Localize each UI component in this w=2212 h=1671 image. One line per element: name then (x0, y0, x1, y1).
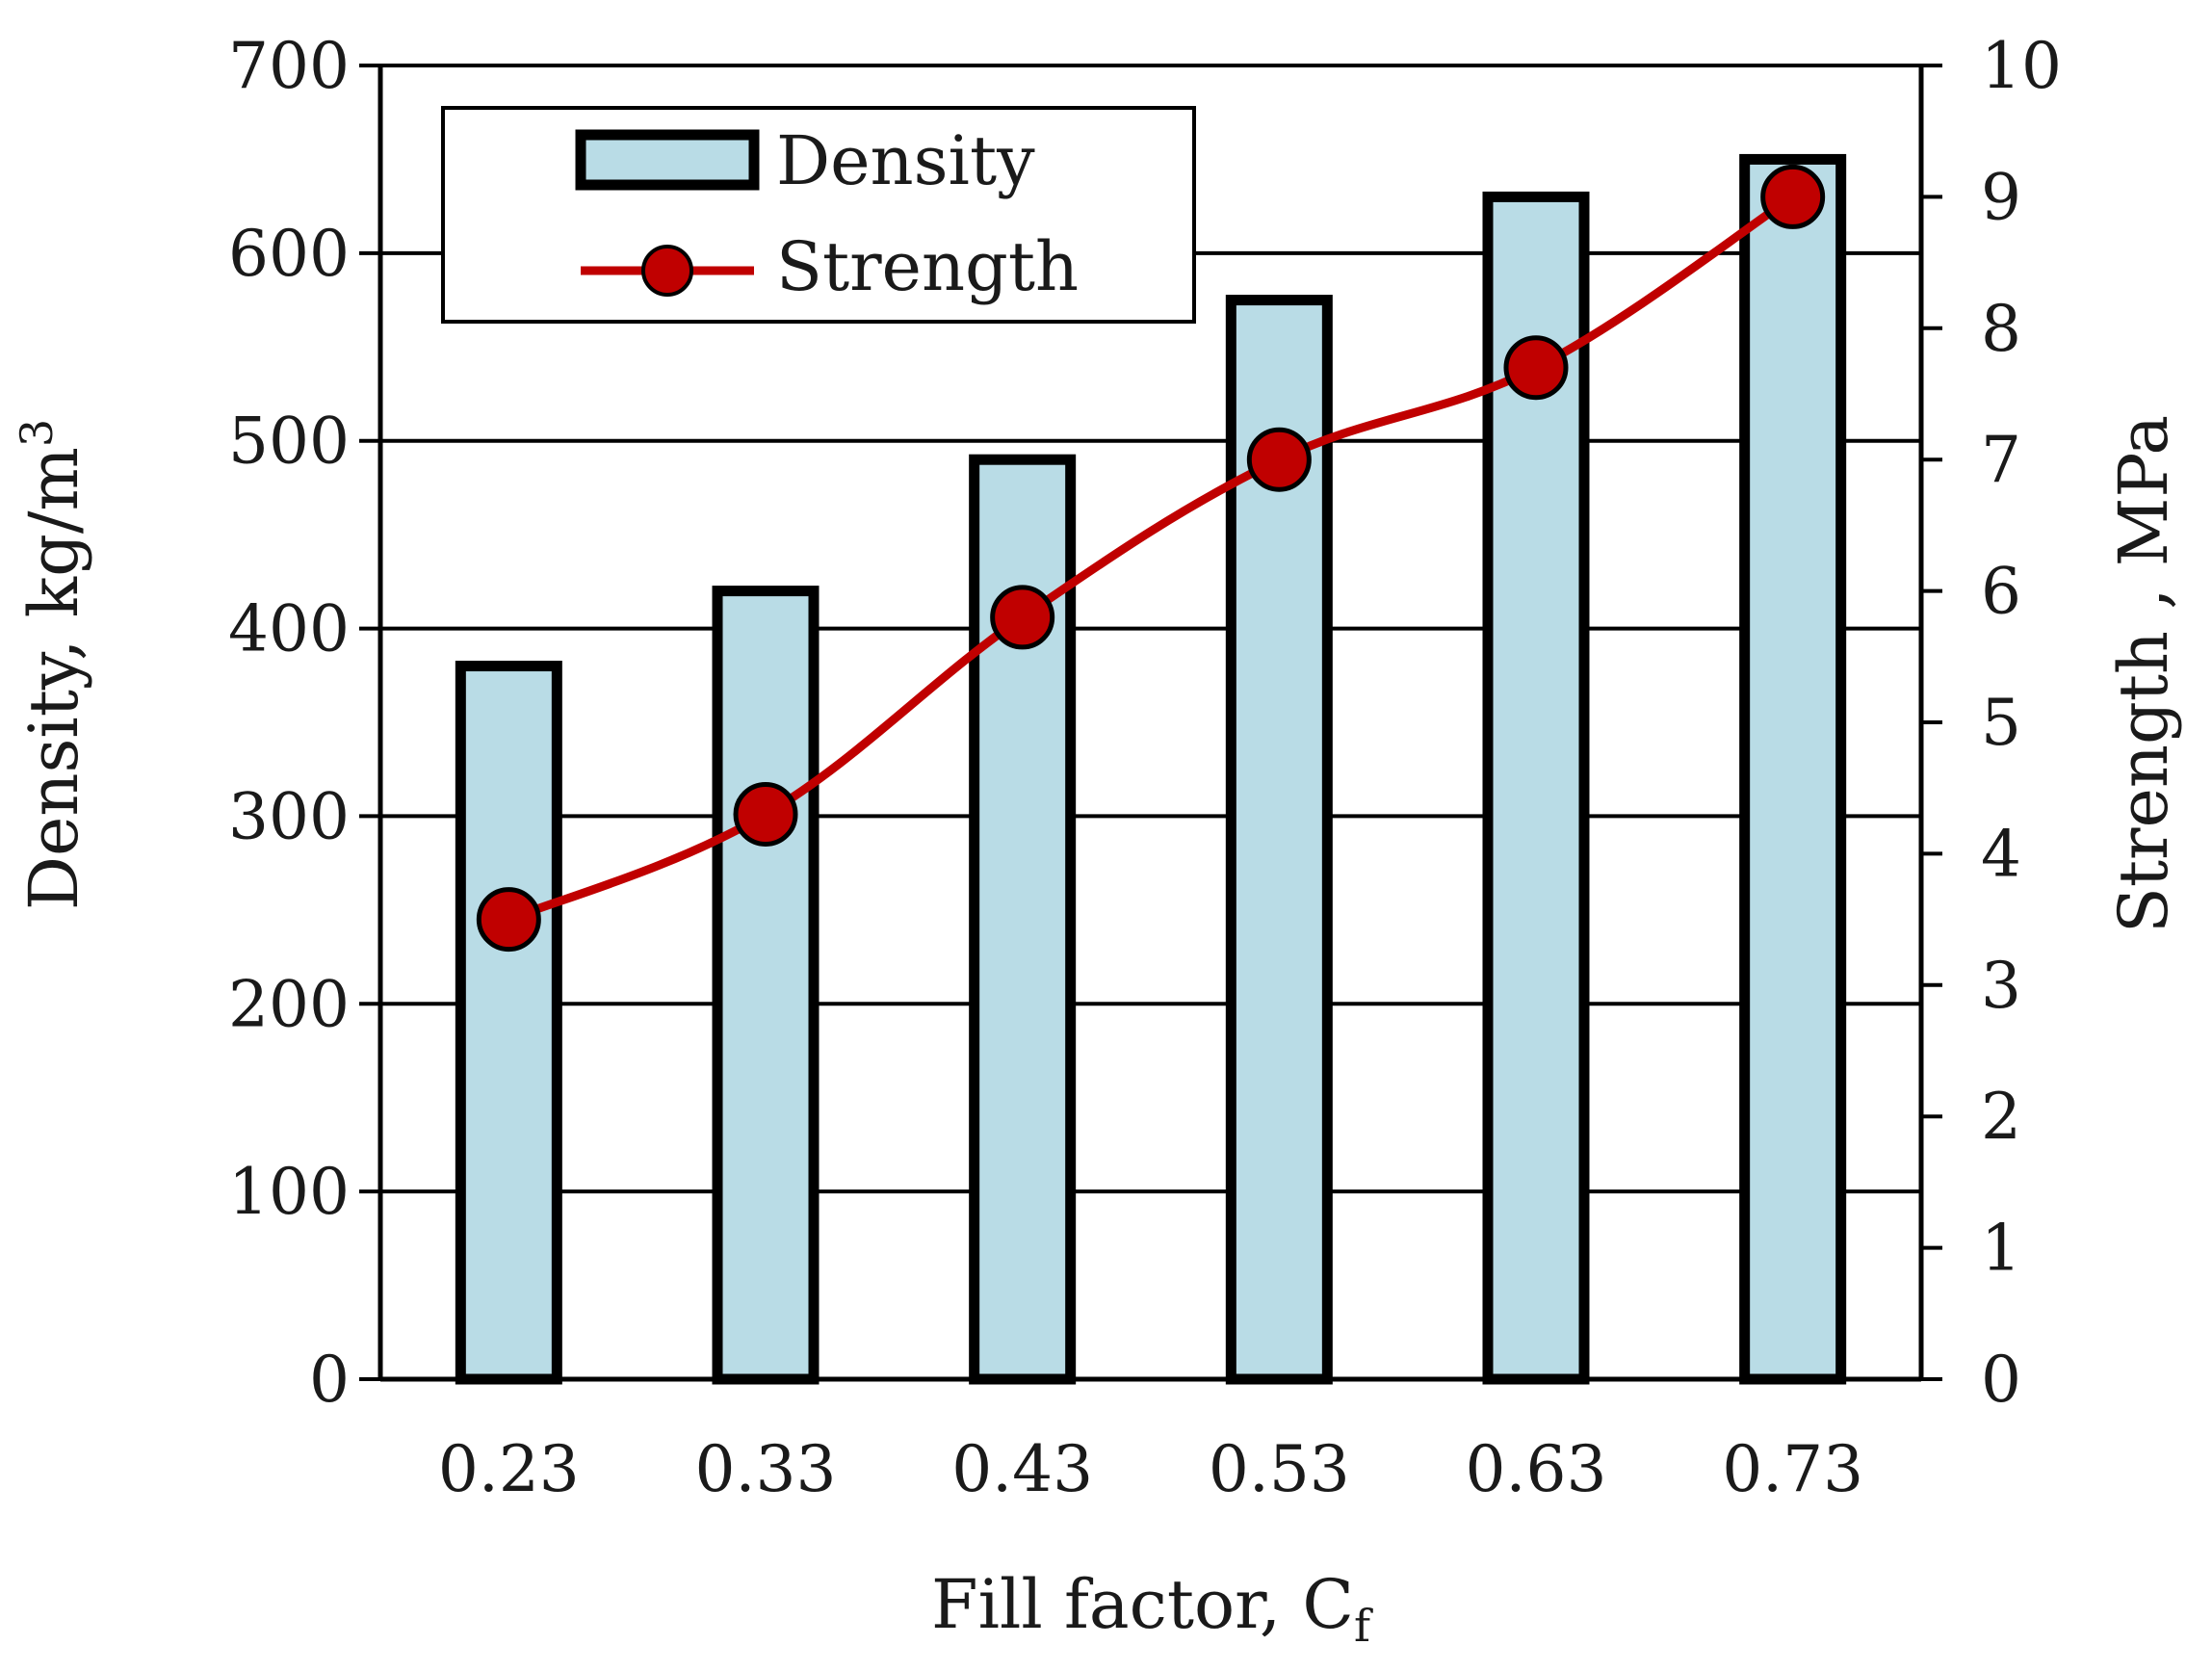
strength-marker-0.33 (733, 781, 798, 847)
x-tick-label-0.73: 0.73 (1722, 1432, 1863, 1506)
right-tick-label-10: 10 (1981, 29, 2062, 103)
x-tick-label-0.63: 0.63 (1466, 1432, 1607, 1506)
density-bar-0.33 (712, 586, 820, 1385)
x-tick-label-0.33: 0.33 (695, 1432, 837, 1506)
right-tick-label-4: 4 (1981, 817, 2021, 891)
left-tick-label-0: 0 (309, 1343, 350, 1417)
left-tick-label-400: 400 (228, 592, 350, 666)
strength-line-series (476, 164, 1826, 953)
left-tick-label-300: 300 (228, 779, 350, 853)
x-axis-title: Fill factor, Cf (931, 1565, 1373, 1652)
left-axis-ticks: 0 100 200 300 400 500 600 700 (228, 29, 380, 1417)
left-axis-title: Density, kg/m3 (11, 419, 93, 910)
left-tick-label-200: 200 (228, 967, 350, 1041)
x-tick-label-0.23: 0.23 (438, 1432, 580, 1506)
strength-marker-0.53 (1246, 427, 1312, 492)
x-axis-ticks: 0.23 0.33 0.43 0.53 0.63 0.73 (438, 1432, 1863, 1506)
strength-marker-0.43 (990, 585, 1055, 650)
right-tick-label-1: 1 (1981, 1212, 2021, 1286)
right-tick-label-3: 3 (1981, 949, 2021, 1023)
right-tick-label-7: 7 (1981, 423, 2021, 497)
left-tick-label-100: 100 (228, 1155, 350, 1229)
left-tick-label-700: 700 (228, 29, 350, 103)
strength-line (507, 193, 1796, 924)
right-tick-label-2: 2 (1981, 1080, 2021, 1154)
legend-strength-label: Strength (776, 227, 1079, 306)
left-tick-label-600: 600 (228, 217, 350, 291)
density-bar-0.23 (455, 661, 562, 1385)
x-tick-label-0.43: 0.43 (951, 1432, 1093, 1506)
x-axis-title-subscript: f (1354, 1600, 1373, 1652)
x-tick-label-0.53: 0.53 (1209, 1432, 1350, 1506)
legend-strength-marker (641, 245, 693, 297)
strength-marker-0.23 (476, 887, 541, 953)
right-tick-label-0: 0 (1981, 1343, 2021, 1417)
legend-density-swatch (575, 129, 760, 191)
right-tick-label-8: 8 (1981, 292, 2021, 366)
strength-marker-0.73 (1760, 164, 1826, 229)
legend-box (441, 106, 1196, 324)
left-tick-label-500: 500 (228, 405, 350, 479)
right-tick-label-5: 5 (1981, 686, 2021, 760)
left-axis-title-superscript: 3 (11, 419, 63, 447)
right-tick-label-6: 6 (1981, 555, 2021, 629)
right-tick-label-9: 9 (1981, 160, 2021, 234)
strength-marker-0.63 (1503, 335, 1569, 401)
legend: Density Strength (441, 106, 1196, 324)
right-axis-ticks: 0 1 2 3 4 5 6 7 8 9 10 (1921, 29, 2062, 1417)
density-bar-0.73 (1739, 153, 1847, 1385)
density-bars (455, 153, 1847, 1385)
right-axis-title: Strength , MPa (2104, 415, 2183, 933)
legend-density-label: Density (776, 121, 1035, 200)
